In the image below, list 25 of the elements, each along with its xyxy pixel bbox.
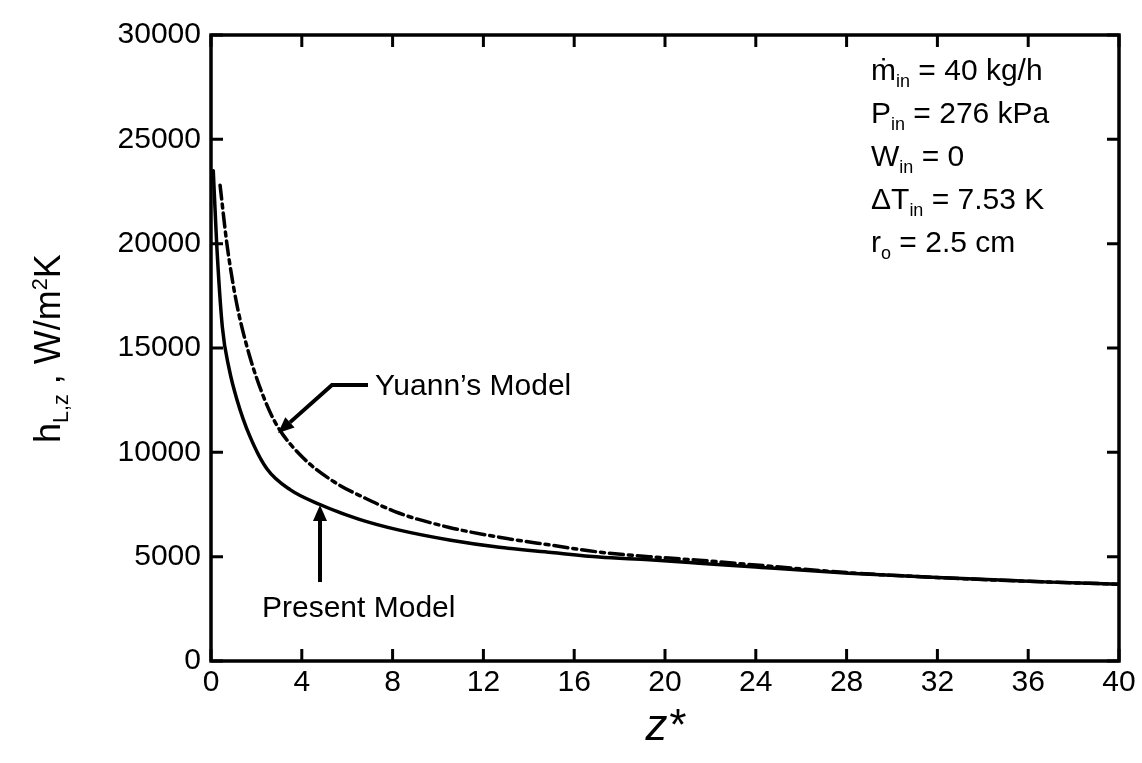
y-tick-label: 30000 (117, 16, 201, 50)
x-tick-label: 36 (1011, 664, 1045, 698)
annotation: Yuann’s Model (375, 368, 572, 402)
y-tick-label: 5000 (134, 537, 201, 571)
y-tick-label: 10000 (117, 433, 201, 467)
x-tick-label: 4 (293, 664, 311, 698)
x-tick-label: 20 (648, 664, 682, 698)
annotation: W$_{in}$ = 0 (871, 139, 965, 177)
y-tick-label: 25000 (117, 120, 201, 154)
annotation: P$_{in}$ = 276 kPa (871, 96, 1050, 134)
x-tick-label: 8 (384, 664, 401, 698)
annotation: Present Model (262, 590, 456, 624)
x-tick-label: 12 (466, 664, 501, 698)
annotation: ṁ$_{in}$ = 40 kg/h (871, 53, 1043, 91)
x-axis-title: z* (645, 700, 685, 750)
y-tick-label: 0 (184, 642, 201, 676)
x-tick-label: 32 (920, 664, 955, 698)
y-tick-label: 20000 (117, 224, 201, 258)
x-tick-label: 24 (739, 664, 773, 698)
x-tick-label: 28 (829, 664, 864, 698)
y-tick-label: 15000 (117, 329, 201, 363)
x-tick-label: 40 (1102, 664, 1136, 698)
x-tick-label: 16 (557, 664, 591, 698)
annotation: r$_{o}$ = 2.5 cm (871, 225, 1016, 263)
annotation: ΔT$_{in}$ = 7.53 K (871, 182, 1045, 220)
